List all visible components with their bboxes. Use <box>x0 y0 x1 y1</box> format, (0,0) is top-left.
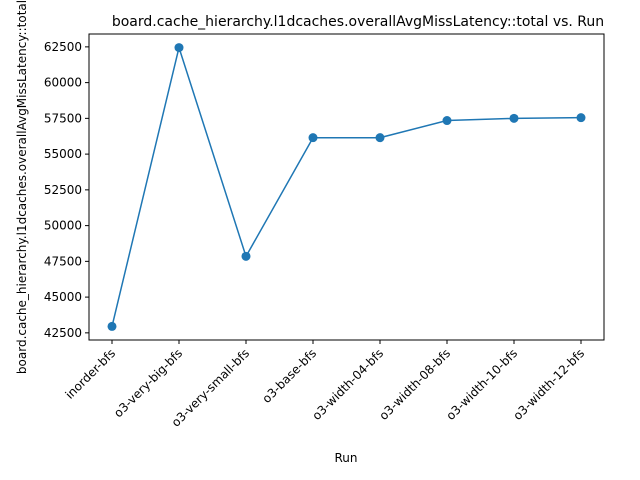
x-axis-label: Run <box>334 451 357 465</box>
y-tick-label: 42500 <box>44 326 82 340</box>
y-tick-label: 60000 <box>44 76 82 90</box>
data-point <box>442 116 452 126</box>
plot-area <box>88 33 605 341</box>
x-axis: inorder-bfso3-very-big-bfso3-very-small-… <box>63 340 587 430</box>
y-tick-label: 52500 <box>44 183 82 197</box>
x-tick-label: o3-width-10-bfs <box>443 346 520 423</box>
data-point <box>509 113 519 123</box>
data-point <box>107 321 117 331</box>
y-tick-label: 50000 <box>44 219 82 233</box>
x-tick-label: inorder-bfs <box>63 346 119 402</box>
data-point <box>308 133 318 143</box>
x-tick-label: o3-width-08-bfs <box>376 346 453 423</box>
x-tick-label: o3-very-big-bfs <box>111 346 185 420</box>
x-tick-label: o3-width-04-bfs <box>309 346 386 423</box>
data-point <box>375 133 385 143</box>
data-point <box>576 113 586 123</box>
y-tick-label: 45000 <box>44 290 82 304</box>
series-line <box>111 46 582 327</box>
data-point <box>174 43 184 53</box>
y-axis: 42500 45000 47500 50000 52500 55000 57500 60000… <box>44 40 89 340</box>
y-tick-label: 62500 <box>44 40 82 54</box>
y-tick-label: 47500 <box>44 254 82 268</box>
y-axis-label: board.cache_hierarchy.l1dcaches.overallA… <box>15 0 29 374</box>
series-layer <box>107 43 586 331</box>
chart-title: board.cache_hierarchy.l1dcaches.overallA… <box>112 14 604 30</box>
x-tick-label: o3-base-bfs <box>259 346 319 406</box>
x-tick-label: o3-width-12-bfs <box>510 346 587 423</box>
data-point <box>241 251 251 261</box>
y-tick-label: 55000 <box>44 147 82 161</box>
plot-frame <box>88 33 605 341</box>
y-tick-label: 57500 <box>44 111 82 125</box>
